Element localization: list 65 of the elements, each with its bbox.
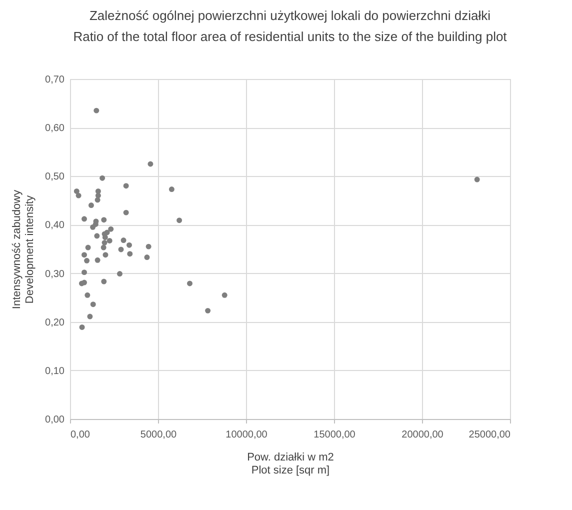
point [102,240,108,246]
point [100,244,106,250]
point [117,271,122,277]
point [84,292,90,298]
point [148,161,154,167]
point [82,252,87,258]
x-tick-label: 10000,00 [226,430,268,440]
point [120,238,126,243]
x-tick-label: 20000,00 [402,430,444,440]
point [90,224,96,230]
point [176,218,182,224]
y-tick-label: 0,30 [45,268,65,280]
chart-subtitle: Ratio of the total floor area of residential units to the size of the building plot [73,29,508,44]
point [146,244,152,250]
point [102,252,108,258]
point [82,216,87,222]
point [94,233,100,239]
point [101,278,107,284]
point [123,210,129,216]
point [168,186,174,192]
point [104,230,110,236]
text: Plot size [sqr m] [251,464,330,476]
point [95,188,101,194]
y-tick-label: 0,60 [45,123,65,134]
point [79,324,85,330]
point [123,183,129,189]
text: Pow. działki w m2 [247,452,334,464]
point [106,238,112,244]
point [108,226,114,232]
point [127,251,133,257]
y-tick-label: 0,40 [45,220,65,232]
point [94,197,100,203]
text: Development intensity [24,195,36,304]
y-tick-label: 0,20 [45,317,65,328]
point [82,280,87,286]
y-tick-label: 0,00 [45,414,65,426]
x-tick-label: 25000,00 [468,430,511,440]
point [126,242,132,248]
x-tick-label: 0,00 [70,430,90,440]
x-tick-label: 15000,00 [314,430,356,440]
point [102,234,108,240]
point [118,246,124,252]
point [94,108,100,114]
point [87,314,93,320]
point [76,192,82,198]
point [94,257,100,263]
chart-title: Zależność ogólnej powierzchni użytkowej lokali do powierzchni działki [89,8,491,23]
point [88,202,94,208]
y-tick-label: 0,10 [45,366,65,377]
point [187,280,192,286]
point [222,292,228,298]
x-tick-label: 5000,00 [140,430,178,440]
point [144,254,150,260]
point [82,270,87,276]
point [205,308,211,314]
point [74,188,80,194]
point [100,175,106,181]
text: Intensywność zabudowy [11,190,24,310]
point [474,176,480,182]
y-tick-label: 0,50 [45,172,65,183]
point [85,244,91,250]
point [84,258,90,264]
y-tick-label: 0,70 [45,74,65,86]
point [101,217,107,223]
point [90,302,96,308]
